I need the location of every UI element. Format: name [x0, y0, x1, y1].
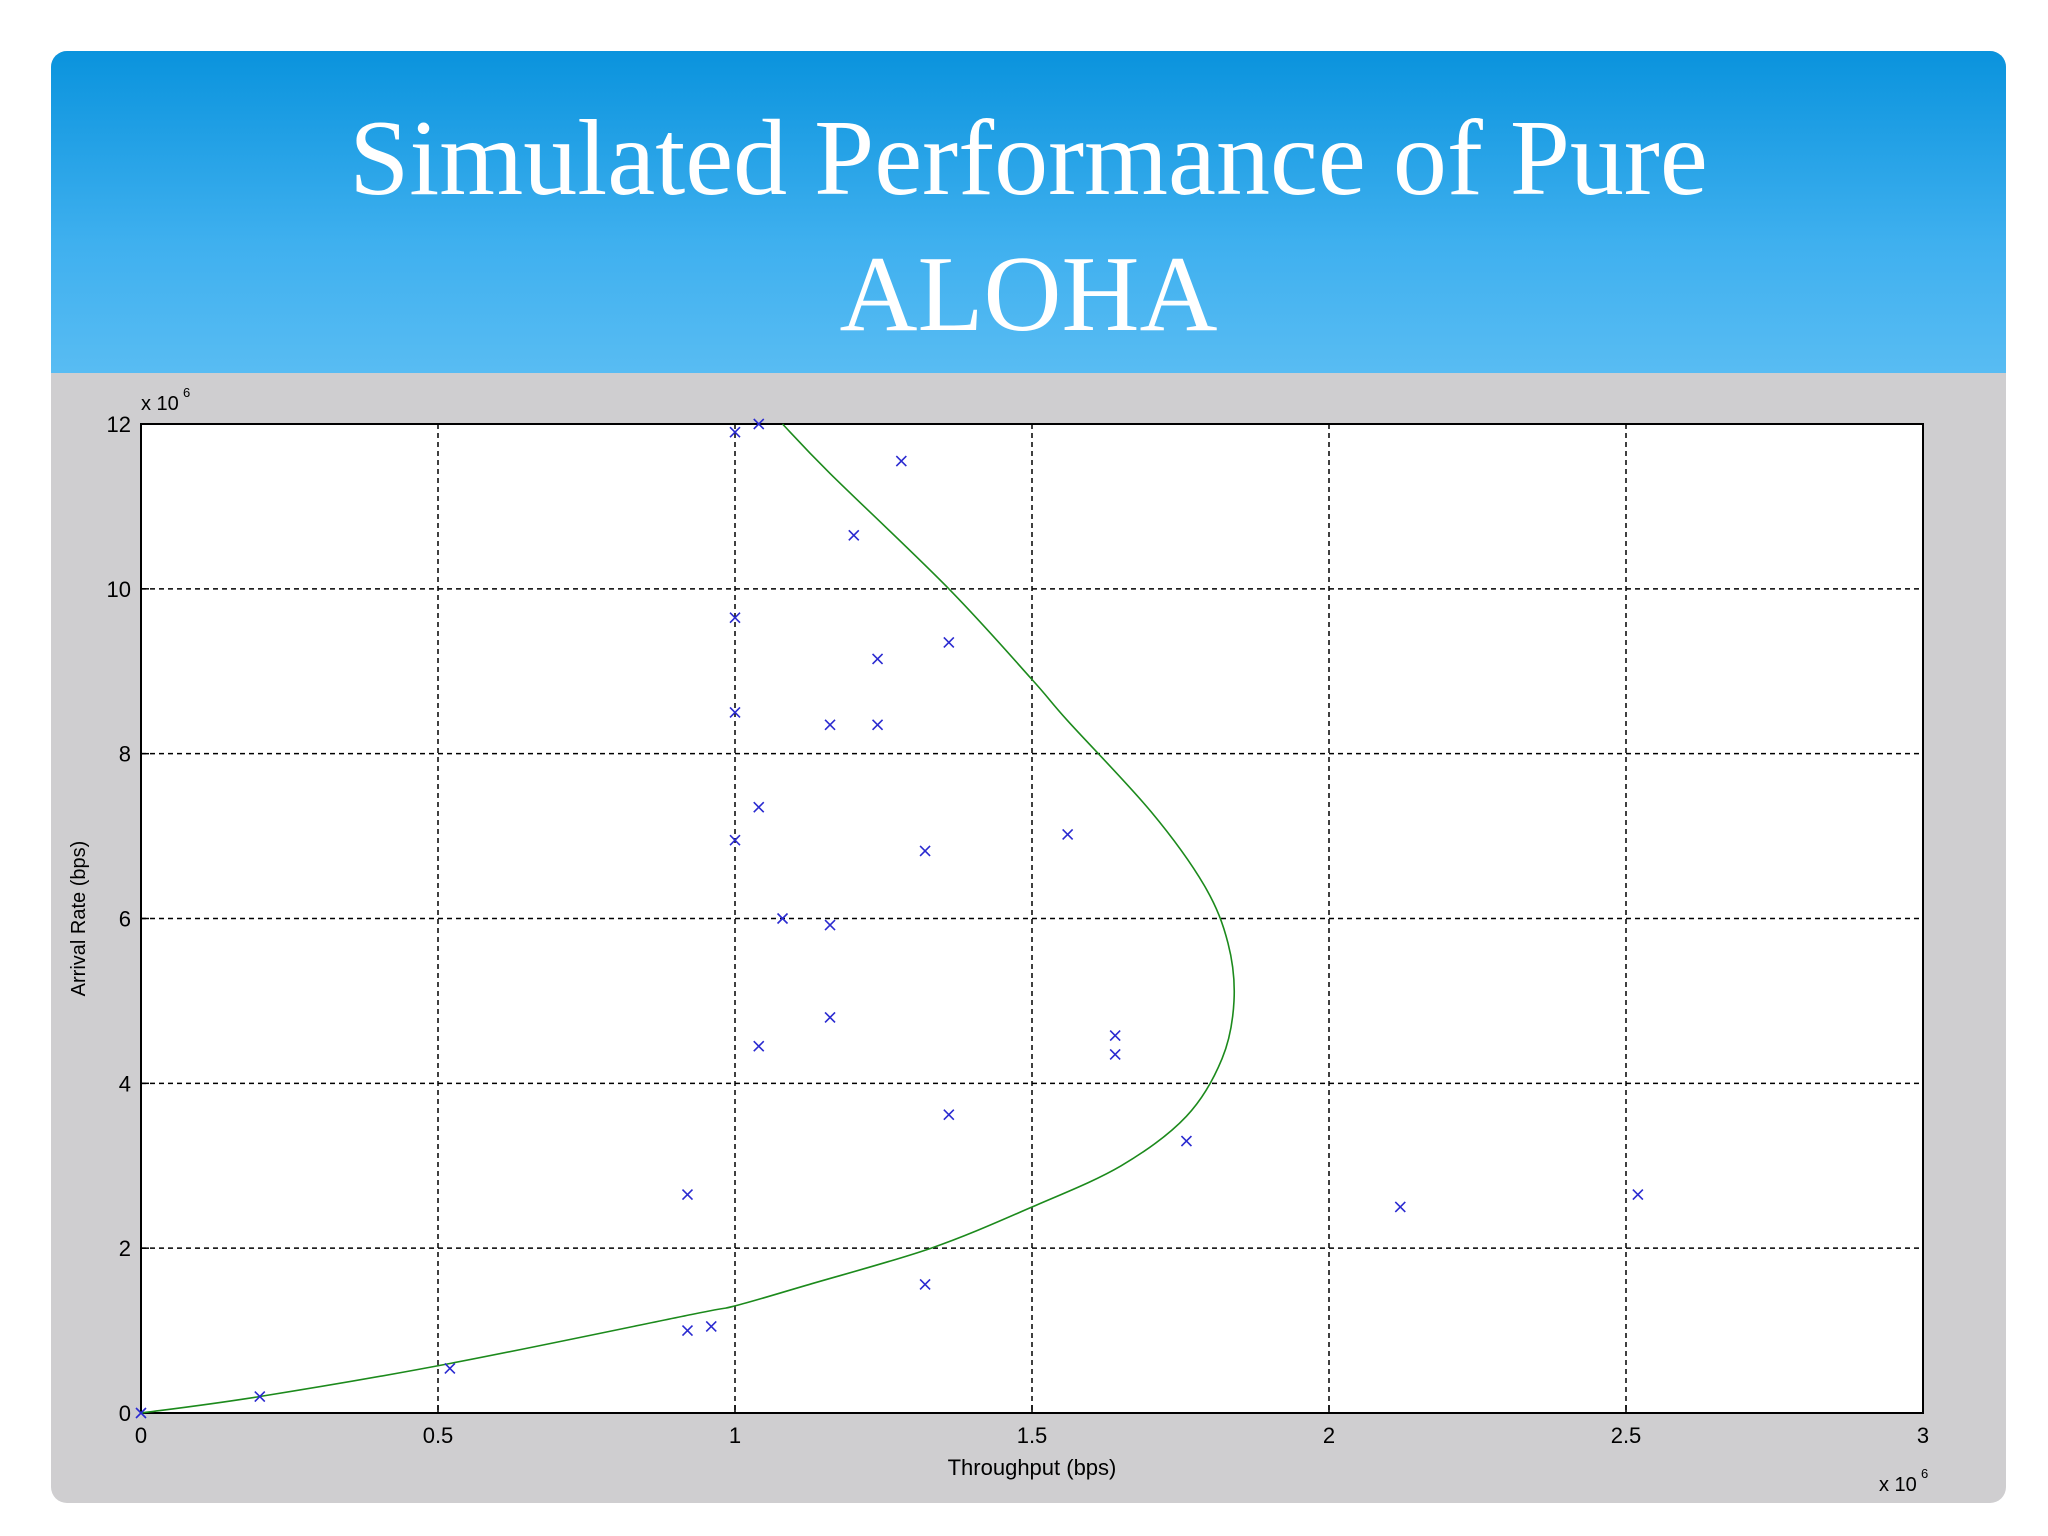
- data-point: [444, 1362, 456, 1375]
- data-point: [1062, 828, 1074, 841]
- y-axis-exponent-base: x 10: [141, 393, 179, 415]
- y-tick-label: 8: [119, 742, 131, 767]
- y-axis-label: Arrival Rate (bps): [68, 841, 90, 997]
- data-point: [1109, 1029, 1121, 1042]
- data-point: [681, 1325, 694, 1337]
- data-point: [919, 845, 931, 857]
- data-point: [1109, 1048, 1121, 1061]
- data-point: [729, 426, 741, 438]
- data-point: [753, 418, 765, 430]
- slide-title: Simulated Performance of Pure ALOHA: [51, 91, 2006, 363]
- data-point: [824, 1011, 836, 1023]
- data-point: [753, 1040, 765, 1052]
- data-point: [135, 1407, 147, 1419]
- data-point: [729, 612, 741, 624]
- data-point: [824, 919, 836, 931]
- title-banner: Simulated Performance of Pure ALOHA: [51, 51, 2006, 373]
- y-tick-label: 10: [107, 577, 131, 602]
- data-point: [871, 653, 884, 665]
- axis-ticks: 0 0.5 1 1.5 2 2.5 3 0 2 4 6 8 10 12: [107, 412, 1930, 1448]
- data-point: [681, 1189, 694, 1201]
- x-tick-label: 2: [1323, 1423, 1335, 1448]
- data-point: [919, 1278, 931, 1290]
- y-tick-label: 2: [119, 1236, 131, 1261]
- x-axis-exponent-base: x 10: [1879, 1474, 1917, 1496]
- data-point: [776, 912, 789, 925]
- data-point: [254, 1390, 266, 1403]
- x-axis-label: Throughput (bps): [948, 1455, 1117, 1480]
- data-point: [729, 706, 741, 719]
- x-axis-exponent-power: 6: [1921, 1466, 1928, 1481]
- data-point: [1394, 1201, 1406, 1213]
- data-point: [729, 834, 741, 846]
- data-point: [705, 1320, 717, 1333]
- data-point: [753, 801, 765, 813]
- x-tick-label: 1.5: [1017, 1423, 1048, 1448]
- y-tick-label: 0: [119, 1401, 131, 1426]
- slide-title-line-1: Simulated Performance of Pure: [349, 99, 1708, 218]
- x-tick-label: 3: [1917, 1423, 1929, 1448]
- data-point: [943, 1109, 955, 1121]
- data-point: [1632, 1189, 1644, 1201]
- data-point: [1180, 1135, 1193, 1147]
- data-point: [848, 529, 860, 541]
- slide-title-line-2: ALOHA: [839, 235, 1218, 354]
- y-axis-exponent: x 10 6: [141, 385, 190, 415]
- y-axis-exponent-power: 6: [183, 385, 190, 400]
- data-point: [824, 719, 836, 731]
- data-point: [943, 636, 955, 648]
- x-axis-exponent: x 10 6: [1879, 1466, 1928, 1496]
- x-tick-label: 1: [729, 1423, 741, 1448]
- x-tick-label: 0.5: [423, 1423, 454, 1448]
- y-tick-label: 4: [119, 1071, 131, 1096]
- data-point: [895, 455, 907, 467]
- grid-lines: [141, 424, 1923, 1413]
- x-tick-label: 2.5: [1611, 1423, 1642, 1448]
- theoretical-curve: [140, 423, 1236, 1414]
- y-tick-label: 6: [119, 907, 131, 932]
- y-tick-label: 12: [107, 412, 131, 437]
- data-points: [135, 418, 1644, 1419]
- data-point: [871, 719, 884, 731]
- x-tick-label: 0: [135, 1423, 147, 1448]
